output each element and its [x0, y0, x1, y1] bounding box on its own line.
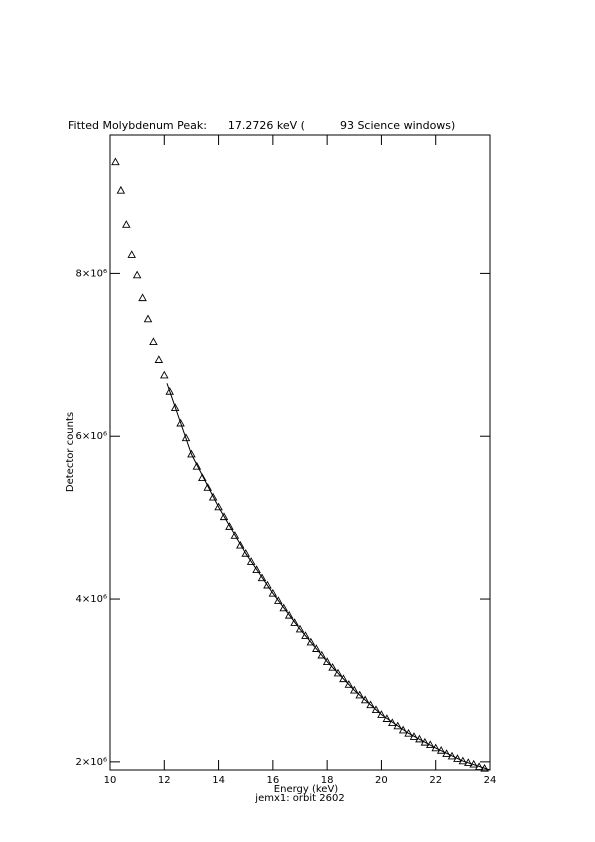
data-point: [279, 603, 288, 612]
y-tick-label: 8×10⁶: [76, 268, 107, 279]
data-point: [382, 714, 392, 722]
x-axis-label: Energy (keV): [274, 784, 339, 795]
data-point: [241, 549, 250, 557]
data-point: [143, 314, 153, 323]
data-point: [160, 370, 169, 379]
data-point: [176, 418, 185, 427]
data-point: [328, 662, 337, 671]
data-point: [339, 674, 348, 683]
data-point: [127, 250, 136, 258]
data-point: [360, 695, 370, 704]
data-point: [149, 337, 158, 346]
data-point: [344, 680, 354, 688]
data-point: [165, 387, 174, 395]
data-point: [230, 531, 240, 539]
x-tick-label: 20: [375, 775, 388, 786]
data-point: [274, 596, 283, 604]
data-point: [431, 743, 440, 752]
data-point: [122, 220, 131, 228]
data-point: [377, 710, 386, 718]
x-tick-label: 22: [429, 775, 442, 786]
data-point: [181, 433, 191, 442]
data-point: [355, 690, 364, 699]
data-point: [420, 737, 430, 746]
data-point: [306, 637, 316, 646]
data-point: [404, 728, 413, 737]
data-point: [111, 157, 120, 166]
data-point: [447, 751, 457, 760]
y-tick-label: 2×10⁶: [76, 757, 107, 768]
data-point: [284, 610, 294, 619]
y-tick-label: 6×10⁶: [76, 431, 107, 442]
data-point: [453, 754, 462, 762]
data-point: [312, 644, 321, 652]
data-point: [116, 185, 126, 194]
x-tick-label: 12: [158, 775, 171, 786]
data-point: [138, 293, 147, 302]
data-point: [398, 725, 408, 734]
data-point: [322, 657, 332, 665]
y-axis-label: Detector counts: [65, 412, 76, 492]
data-point: [295, 624, 305, 633]
data-point: [350, 685, 359, 694]
data-point: [393, 721, 402, 730]
data-point: [409, 732, 419, 740]
data-point: [154, 355, 164, 363]
data-point: [317, 650, 326, 659]
x-tick-label: 10: [104, 775, 117, 786]
y-tick-label: 4×10⁶: [76, 594, 107, 605]
data-point: [442, 749, 451, 757]
chart-title: Fitted Molybdenum Peak: 17.2726 keV ( 93…: [68, 119, 455, 132]
data-point: [290, 618, 299, 626]
data-point: [219, 512, 229, 521]
data-point: [257, 573, 267, 582]
data-point: [170, 403, 180, 411]
data-point: [388, 718, 397, 727]
data-point: [333, 668, 343, 677]
x-tick-label: 14: [212, 775, 225, 786]
data-point: [252, 565, 261, 573]
data-point: [208, 492, 218, 501]
data-point: [246, 557, 256, 565]
data-point: [192, 461, 202, 470]
data-point: [225, 522, 234, 530]
fit-line: [166, 383, 491, 771]
data-point: [236, 540, 245, 549]
data-point: [474, 762, 484, 770]
x-tick-label: 18: [321, 775, 334, 786]
data-point: [301, 631, 310, 639]
data-point: [198, 473, 207, 481]
data-point: [203, 483, 212, 491]
data-point: [214, 502, 223, 511]
data-point: [371, 705, 381, 714]
plot-frame: [109, 134, 491, 771]
data-point: [263, 580, 272, 589]
data-point: [366, 700, 375, 709]
data-point: [132, 270, 142, 279]
data-point: [187, 449, 196, 458]
subtitle: jemx1: orbit 2602: [254, 793, 344, 804]
x-tick-label: 24: [484, 775, 497, 786]
x-tick-label: 16: [266, 775, 279, 786]
data-point: [268, 588, 278, 597]
